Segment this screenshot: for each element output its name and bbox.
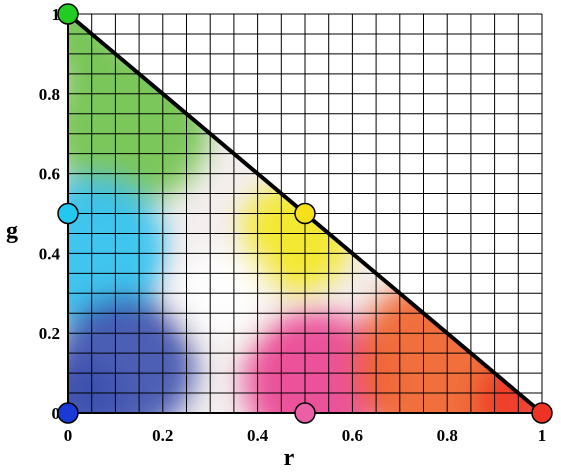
- x-tick-label: 0.4: [247, 426, 269, 445]
- x-tick-label: 0.8: [437, 426, 458, 445]
- color-gradient-fill: [68, 14, 542, 413]
- y-tick-label: 0: [52, 404, 61, 423]
- y-tick-label: 0.4: [39, 244, 61, 263]
- x-tick-label: 1: [538, 426, 547, 445]
- data-point: [294, 402, 316, 424]
- data-point: [294, 202, 316, 225]
- x-tick-label: 0.6: [342, 426, 363, 445]
- data-points: [57, 3, 553, 424]
- data-point: [531, 402, 553, 424]
- y-tick-labels: 0 0.2 0.4 0.6 0.8 1: [39, 5, 61, 423]
- data-point: [57, 202, 79, 225]
- y-tick-label: 0.2: [39, 324, 60, 343]
- data-point: [57, 402, 79, 424]
- color-blob: [478, 360, 542, 413]
- y-tick-label: 0.8: [39, 85, 60, 104]
- x-tick-label: 0: [64, 426, 73, 445]
- y-tick-label: 1: [52, 5, 61, 24]
- y-axis-label: g: [6, 218, 18, 244]
- x-tick-label: 0.2: [152, 426, 173, 445]
- color-blob: [352, 280, 523, 413]
- color-blob: [244, 311, 385, 413]
- data-point: [57, 3, 79, 25]
- y-tick-label: 0.6: [39, 165, 60, 184]
- color-blob: [68, 356, 123, 413]
- x-tick-labels: 0 0.2 0.4 0.6 0.8 1: [64, 426, 547, 445]
- x-axis-label: r: [284, 445, 295, 471]
